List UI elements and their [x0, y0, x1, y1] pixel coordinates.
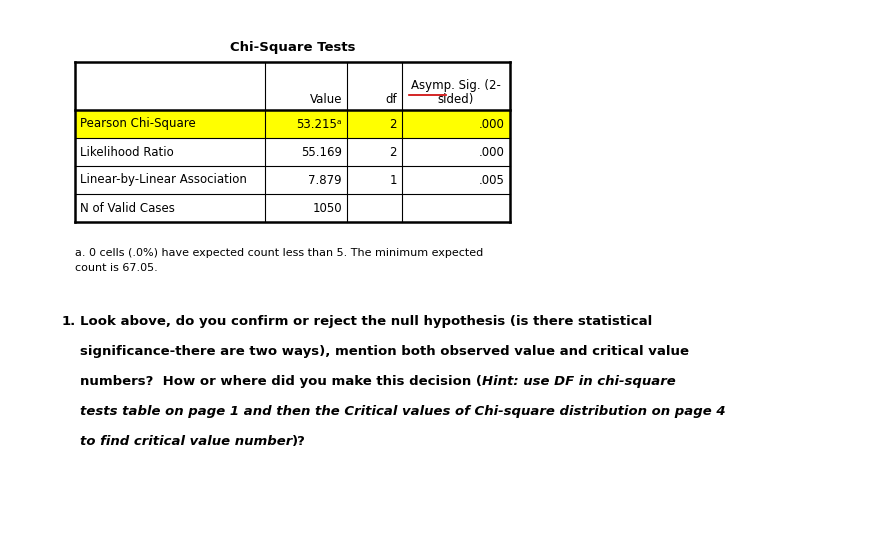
Text: 55.169: 55.169 [300, 146, 342, 158]
Text: Value: Value [309, 93, 342, 106]
Text: Linear-by-Linear Association: Linear-by-Linear Association [80, 174, 247, 186]
Text: significance-there are two ways), mention both observed value and critical value: significance-there are two ways), mentio… [80, 345, 688, 358]
Text: Asymp. Sig. (2-: Asymp. Sig. (2- [411, 79, 500, 92]
Text: 1: 1 [389, 174, 397, 186]
Text: 1050: 1050 [312, 202, 342, 214]
Text: 2: 2 [389, 117, 397, 130]
Text: Look above, do you confirm or reject the null hypothesis (is there statistical: Look above, do you confirm or reject the… [80, 315, 651, 328]
Text: sided): sided) [437, 93, 473, 106]
Text: Likelihood Ratio: Likelihood Ratio [80, 146, 174, 158]
Text: 1.: 1. [62, 315, 76, 328]
Text: .000: .000 [479, 117, 505, 130]
Text: a. 0 cells (.0%) have expected count less than 5. The minimum expected
count is : a. 0 cells (.0%) have expected count les… [75, 248, 483, 273]
Text: Hint: use DF in chi-square: Hint: use DF in chi-square [481, 375, 675, 388]
Text: to find critical value number: to find critical value number [80, 435, 291, 448]
Text: N of Valid Cases: N of Valid Cases [80, 202, 175, 214]
Text: 7.879: 7.879 [308, 174, 342, 186]
Text: Chi-Square Tests: Chi-Square Tests [229, 42, 355, 54]
Text: )?: )? [291, 435, 306, 448]
Bar [76, 111, 509, 138]
Text: .005: .005 [479, 174, 505, 186]
Text: 53.215ᵃ: 53.215ᵃ [296, 117, 342, 130]
Text: numbers?  How or where did you make this decision (: numbers? How or where did you make this … [80, 375, 481, 388]
Text: .000: .000 [479, 146, 505, 158]
Text: df: df [385, 93, 397, 106]
Text: Pearson Chi-Square: Pearson Chi-Square [80, 117, 196, 130]
Text: tests table on page 1 and then the Critical values of Chi-square distribution on: tests table on page 1 and then the Criti… [80, 405, 725, 418]
Text: 2: 2 [389, 146, 397, 158]
